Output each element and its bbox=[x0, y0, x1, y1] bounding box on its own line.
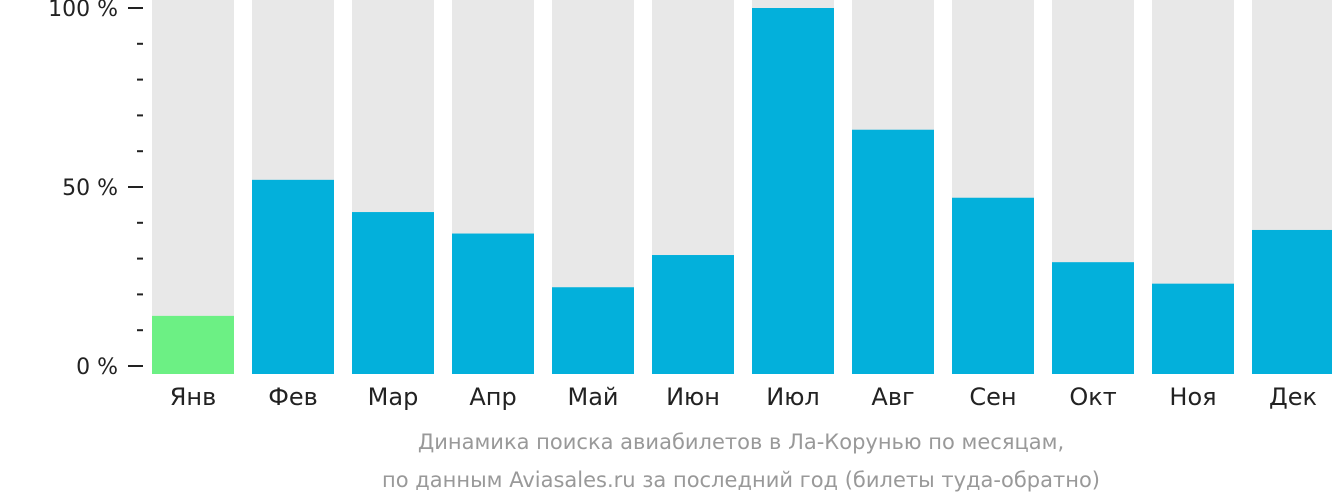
x-tick-label: Июл bbox=[766, 383, 820, 411]
chart: 0 % 50 % 100 % Янв Фев Мар Апр Май Июн Июл Авг Сен… bbox=[48, 0, 1332, 411]
y-axis: 0 % 50 % 100 % bbox=[48, 0, 143, 380]
bar-6 bbox=[652, 255, 734, 374]
chart-caption-line-1: Динамика поиска авиабилетов в Ла-Корунью… bbox=[417, 430, 1065, 454]
x-tick-label: Сен bbox=[969, 383, 1016, 411]
bar-background bbox=[152, 0, 234, 366]
bar-7 bbox=[752, 8, 834, 374]
bar-10 bbox=[1052, 262, 1134, 374]
x-tick-label: Янв bbox=[170, 383, 217, 411]
x-tick-label: Мар bbox=[368, 383, 419, 411]
x-tick-label: Июн bbox=[666, 383, 720, 411]
bar-9 bbox=[952, 197, 1034, 374]
bars bbox=[152, 0, 1332, 374]
chart-caption-line-2: по данным Aviasales.ru за последний год … bbox=[382, 468, 1100, 492]
x-axis-labels: Янв Фев Мар Апр Май Июн Июл Авг Сен Окт Ноя Дек bbox=[170, 383, 1317, 411]
bar-2 bbox=[252, 179, 334, 374]
y-tick-label: 0 % bbox=[76, 355, 118, 380]
bar-1 bbox=[152, 315, 234, 374]
bar-5 bbox=[552, 287, 634, 374]
x-tick-label: Ноя bbox=[1169, 383, 1216, 411]
bar-12 bbox=[1252, 229, 1332, 374]
x-tick-label: Фев bbox=[268, 383, 318, 411]
x-tick-label: Дек bbox=[1269, 383, 1317, 411]
bar-8 bbox=[852, 129, 934, 374]
bar-4 bbox=[452, 233, 534, 374]
y-tick-label: 100 % bbox=[48, 0, 118, 22]
x-tick-label: Окт bbox=[1069, 383, 1116, 411]
x-tick-label: Май bbox=[567, 383, 618, 411]
y-tick-label: 50 % bbox=[62, 176, 118, 201]
bar-11 bbox=[1152, 283, 1234, 374]
x-tick-label: Апр bbox=[469, 383, 516, 411]
bar-3 bbox=[352, 212, 434, 374]
x-tick-label: Авг bbox=[871, 383, 914, 411]
